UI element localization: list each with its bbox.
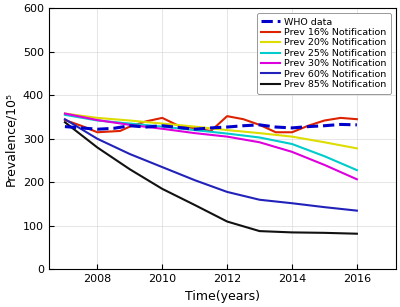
WHO data <box>95 127 100 131</box>
Prev 16% Notification <box>257 123 262 127</box>
WHO data <box>241 124 246 128</box>
Prev 20% Notification <box>225 128 230 132</box>
Prev 16% Notification <box>160 116 165 120</box>
Prev 20% Notification <box>354 146 359 150</box>
Prev 16% Notification <box>128 125 132 128</box>
Prev 60% Notification <box>95 137 100 141</box>
WHO data <box>354 123 359 127</box>
Line: Prev 60% Notification: Prev 60% Notification <box>65 119 357 211</box>
WHO data <box>225 125 230 129</box>
Prev 16% Notification <box>322 119 327 122</box>
WHO data <box>79 126 84 130</box>
Y-axis label: Prevalence/10⁵: Prevalence/10⁵ <box>4 92 17 186</box>
Prev 16% Notification <box>241 117 246 121</box>
WHO data <box>273 125 278 129</box>
Prev 16% Notification <box>354 117 359 121</box>
Prev 20% Notification <box>192 125 197 128</box>
Prev 20% Notification <box>128 119 132 122</box>
Prev 85% Notification <box>192 203 197 207</box>
Prev 16% Notification <box>95 130 100 134</box>
Prev 20% Notification <box>160 122 165 125</box>
Line: WHO data: WHO data <box>65 124 357 129</box>
Prev 30% Notification <box>62 112 67 115</box>
Prev 85% Notification <box>95 146 100 149</box>
Prev 25% Notification <box>257 136 262 139</box>
WHO data <box>176 126 181 129</box>
Prev 30% Notification <box>95 118 100 122</box>
Prev 30% Notification <box>160 127 165 130</box>
Prev 20% Notification <box>62 112 67 115</box>
Prev 60% Notification <box>128 152 132 156</box>
Prev 25% Notification <box>322 154 327 158</box>
Prev 85% Notification <box>322 231 327 235</box>
X-axis label: Time(years): Time(years) <box>185 290 260 303</box>
WHO data <box>128 124 132 128</box>
Prev 60% Notification <box>192 178 197 182</box>
Prev 60% Notification <box>290 201 294 205</box>
Prev 60% Notification <box>62 117 67 121</box>
Prev 30% Notification <box>257 140 262 144</box>
Prev 85% Notification <box>257 229 262 233</box>
Prev 85% Notification <box>354 232 359 235</box>
Prev 16% Notification <box>225 114 230 118</box>
Prev 25% Notification <box>160 125 165 128</box>
Prev 30% Notification <box>322 163 327 167</box>
Prev 30% Notification <box>354 177 359 181</box>
WHO data <box>208 126 213 130</box>
WHO data <box>257 123 262 127</box>
Prev 85% Notification <box>290 231 294 234</box>
WHO data <box>338 122 343 126</box>
Prev 25% Notification <box>290 142 294 146</box>
Prev 25% Notification <box>354 168 359 172</box>
Prev 60% Notification <box>322 205 327 209</box>
WHO data <box>62 125 67 128</box>
Prev 85% Notification <box>62 120 67 124</box>
Prev 16% Notification <box>192 126 197 130</box>
Prev 16% Notification <box>62 118 67 122</box>
Prev 25% Notification <box>225 132 230 135</box>
Prev 16% Notification <box>118 129 122 133</box>
Line: Prev 25% Notification: Prev 25% Notification <box>65 115 357 170</box>
WHO data <box>306 125 311 128</box>
Prev 16% Notification <box>338 116 343 120</box>
Prev 25% Notification <box>192 128 197 132</box>
Prev 30% Notification <box>192 131 197 135</box>
Prev 85% Notification <box>160 187 165 191</box>
Prev 16% Notification <box>273 130 278 134</box>
Prev 20% Notification <box>290 135 294 138</box>
Prev 16% Notification <box>208 129 213 133</box>
Prev 16% Notification <box>306 124 311 128</box>
Line: Prev 16% Notification: Prev 16% Notification <box>65 116 357 132</box>
Prev 60% Notification <box>225 190 230 194</box>
Prev 85% Notification <box>128 167 132 171</box>
Prev 25% Notification <box>62 113 67 117</box>
WHO data <box>160 124 165 128</box>
Prev 16% Notification <box>144 119 148 123</box>
Prev 30% Notification <box>225 135 230 138</box>
Prev 60% Notification <box>257 198 262 202</box>
Prev 16% Notification <box>79 124 84 128</box>
Legend: WHO data, Prev 16% Notification, Prev 20% Notification, Prev 25% Notification, P: WHO data, Prev 16% Notification, Prev 20… <box>257 13 391 94</box>
Prev 16% Notification <box>290 130 294 134</box>
Line: Prev 30% Notification: Prev 30% Notification <box>65 114 357 179</box>
WHO data <box>111 126 116 130</box>
Prev 20% Notification <box>95 116 100 120</box>
Prev 25% Notification <box>95 119 100 122</box>
Prev 60% Notification <box>354 209 359 212</box>
WHO data <box>192 127 197 131</box>
Prev 30% Notification <box>290 150 294 154</box>
Prev 20% Notification <box>322 140 327 144</box>
Line: Prev 85% Notification: Prev 85% Notification <box>65 122 357 234</box>
WHO data <box>144 125 148 129</box>
WHO data <box>322 124 327 128</box>
Prev 60% Notification <box>160 165 165 169</box>
Prev 25% Notification <box>128 122 132 125</box>
Line: Prev 20% Notification: Prev 20% Notification <box>65 114 357 148</box>
Prev 20% Notification <box>257 131 262 135</box>
Prev 16% Notification <box>176 124 181 128</box>
Prev 30% Notification <box>128 123 132 127</box>
Prev 85% Notification <box>225 220 230 223</box>
WHO data <box>290 126 294 130</box>
